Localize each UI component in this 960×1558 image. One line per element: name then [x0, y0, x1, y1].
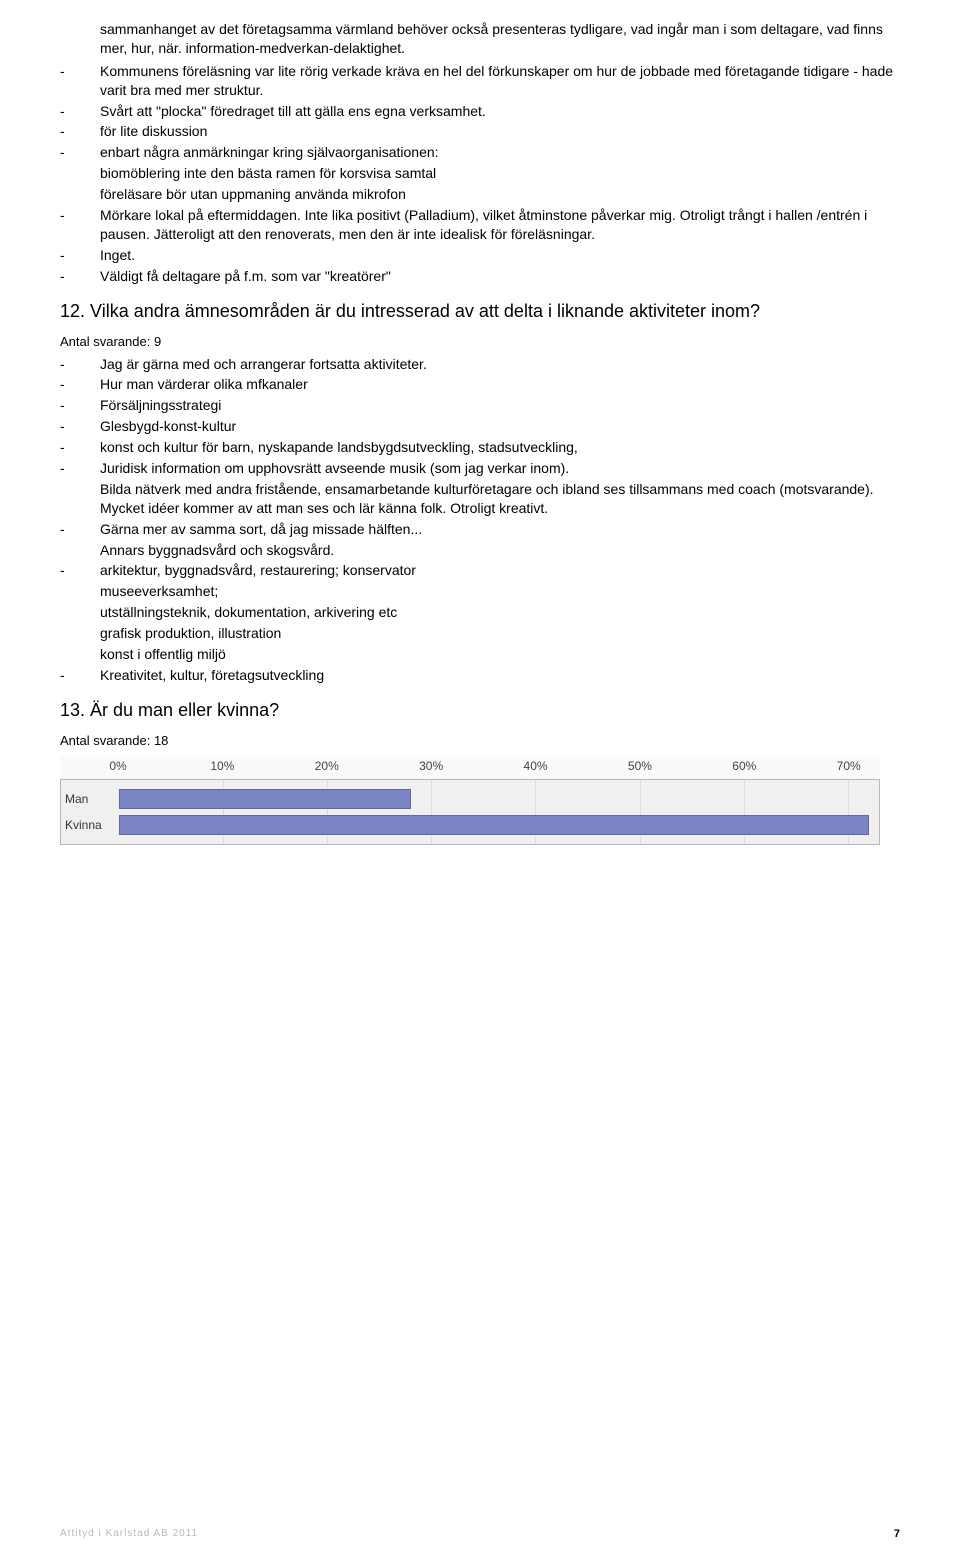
list-sub-item: biomöblering inte den bästa ramen för ko… — [60, 164, 900, 183]
intro-continuation: sammanhanget av det företagsamma värmlan… — [100, 20, 900, 58]
list-sub-item: konst i offentlig miljö — [60, 645, 900, 664]
list-item: Inget. — [60, 246, 900, 265]
list-item: konst och kultur för barn, nyskapande la… — [60, 438, 900, 457]
bar — [119, 789, 411, 809]
list-item: Väldigt få deltagare på f.m. som var "kr… — [60, 267, 900, 286]
list-item: Jag är gärna med och arrangerar fortsatt… — [60, 355, 900, 374]
q12-antal: Antal svarande: 9 — [60, 333, 900, 351]
question-12-title: 12. Vilka andra ämnesområden är du intre… — [60, 300, 900, 323]
axis-tick: 40% — [524, 758, 548, 774]
axis-tick: 60% — [732, 758, 756, 774]
question-13-title: 13. Är du man eller kvinna? — [60, 699, 900, 722]
list-sub-item: museeverksamhet; — [60, 582, 900, 601]
bar-label: Man — [61, 791, 119, 807]
list-item: Svårt att "plocka" föredraget till att g… — [60, 102, 900, 121]
bar — [119, 815, 869, 835]
list-item: Glesbygd-konst-kultur — [60, 417, 900, 436]
bar-label: Kvinna — [61, 817, 119, 833]
list-sub-item: grafisk produktion, illustration — [60, 624, 900, 643]
list-sub-item: Annars byggnadsvård och skogsvård. — [60, 541, 900, 560]
axis-tick: 70% — [837, 758, 861, 774]
list-q12: Jag är gärna med och arrangerar fortsatt… — [60, 355, 900, 685]
footer-left: Attityd i Karlstad AB 2011 — [60, 1527, 198, 1542]
list-item: Kommunens föreläsning var lite rörig ver… — [60, 62, 900, 100]
list-item: Kreativitet, kultur, företagsutveckling — [60, 666, 900, 685]
list-sub-item: föreläsare bör utan uppmaning använda mi… — [60, 185, 900, 204]
q13-antal: Antal svarande: 18 — [60, 732, 900, 750]
axis-tick: 0% — [109, 758, 126, 774]
list-item: enbart några anmärkningar kring självaor… — [60, 143, 900, 162]
axis-tick: 10% — [210, 758, 234, 774]
footer-page: 7 — [894, 1527, 900, 1542]
q13-chart: 0% 10% 20% 30% 40% 50% 60% 70% Man Kvinna — [60, 756, 880, 845]
axis-tick: 30% — [419, 758, 443, 774]
list-item: Gärna mer av samma sort, då jag missade … — [60, 520, 900, 539]
list-item: för lite diskussion — [60, 122, 900, 141]
axis-tick: 20% — [315, 758, 339, 774]
page-footer: Attityd i Karlstad AB 2011 7 — [60, 1527, 900, 1542]
list-sub-item: utställningsteknik, dokumentation, arkiv… — [60, 603, 900, 622]
list-item: Mörkare lokal på eftermiddagen. Inte lik… — [60, 206, 900, 244]
list-item: arkitektur, byggnadsvård, restaurering; … — [60, 561, 900, 580]
list-item: Juridisk information om upphovsrätt avse… — [60, 459, 900, 478]
list-sub-item: Bilda nätverk med andra fristående, ensa… — [60, 480, 900, 518]
list-item: Försäljningsstrategi — [60, 396, 900, 415]
axis-tick: 50% — [628, 758, 652, 774]
list-item: Hur man värderar olika mfkanaler — [60, 375, 900, 394]
list-1: Kommunens föreläsning var lite rörig ver… — [60, 62, 900, 286]
